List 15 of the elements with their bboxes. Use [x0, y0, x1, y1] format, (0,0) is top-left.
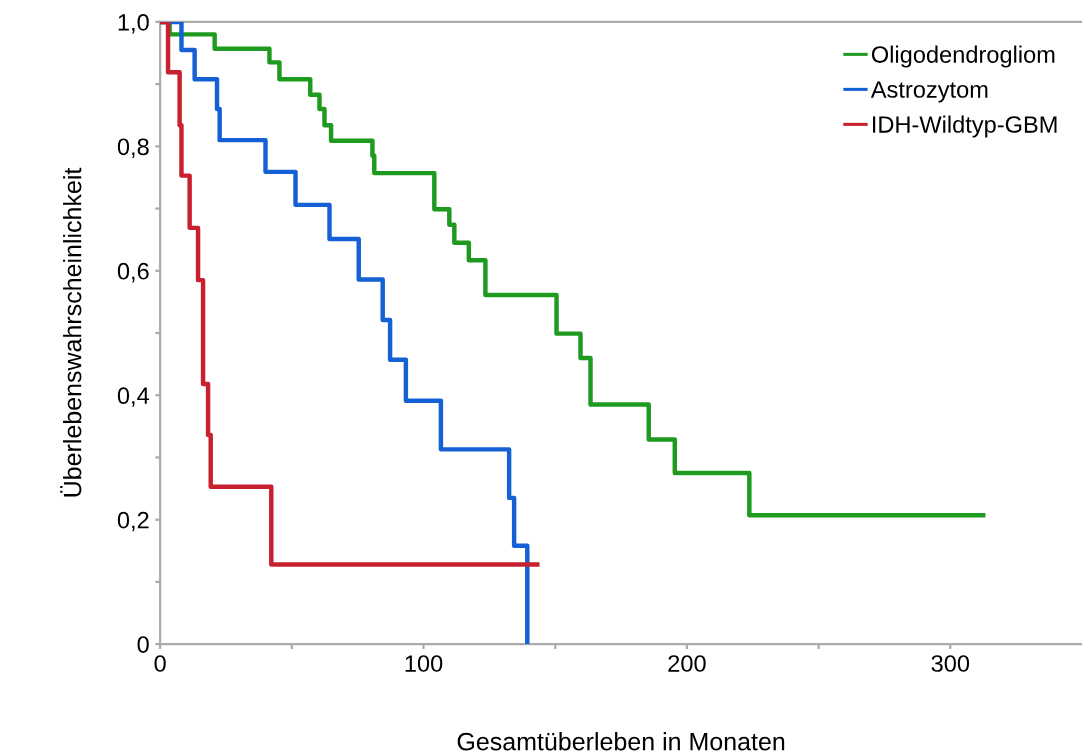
legend-label: Oligodendrogliom	[871, 45, 1055, 68]
x-tick-label: 100	[405, 655, 443, 672]
y-axis-title: Überlebenswahrscheinlichkeit	[60, 167, 82, 497]
y-tick-label: 1,0	[118, 13, 149, 34]
x-tick-label: 200	[668, 655, 706, 672]
legend-label: IDH-Wildtyp-GBM	[873, 115, 1057, 138]
y-tick-label: 0,2	[117, 511, 149, 532]
x-axis-title: Gesamtüberleben in Monaten	[457, 732, 785, 751]
y-tick-label: 0,4	[117, 387, 150, 407]
x-tick-label: 0	[154, 655, 166, 672]
y-tick-label: 0,8	[117, 138, 149, 158]
y-tick-label: 0	[137, 636, 149, 653]
x-tick-label: 300	[931, 655, 970, 672]
y-tick-label: 0,6	[117, 262, 149, 283]
legend-label: Astrozytom	[870, 81, 988, 103]
